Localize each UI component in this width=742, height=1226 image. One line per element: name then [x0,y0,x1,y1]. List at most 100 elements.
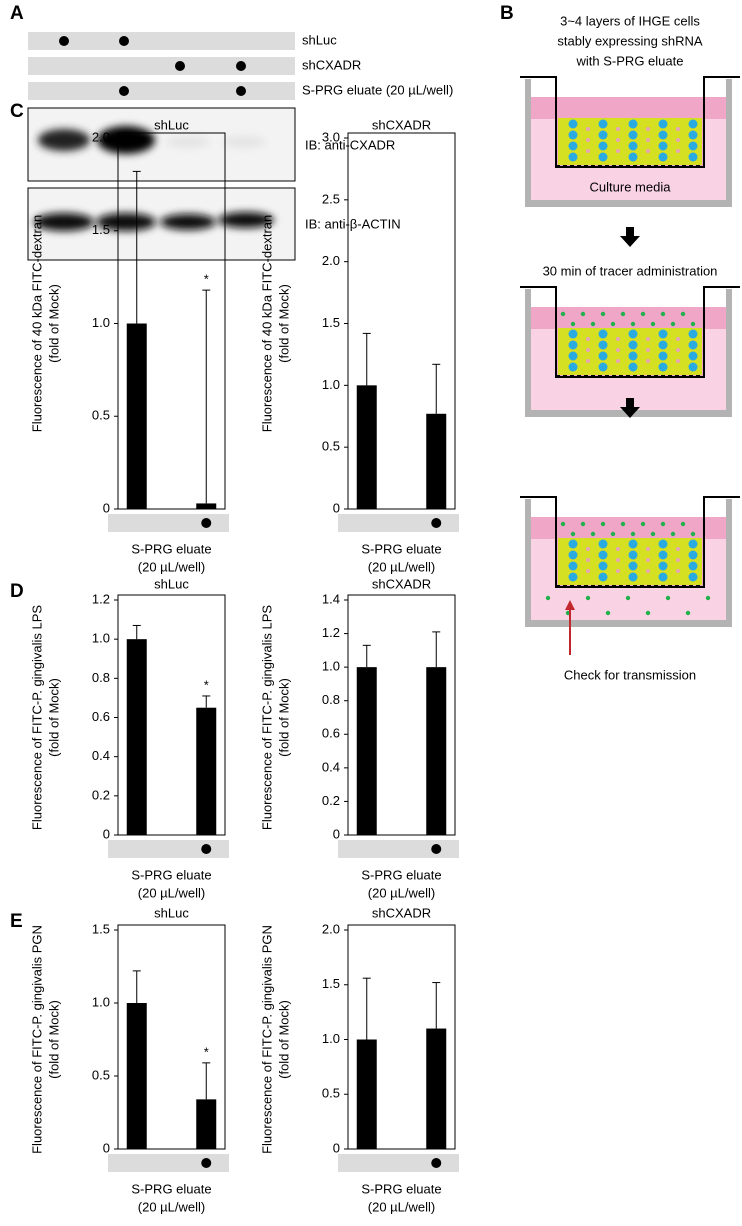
cell [688,152,698,162]
well-wall [726,289,732,417]
treatment-dot [201,518,212,528]
cell [568,561,578,571]
tracer [650,531,656,537]
cell [568,550,578,560]
plot-frame [117,132,226,510]
plot-frame [347,132,456,510]
tracer [605,610,611,616]
cell [688,141,698,151]
cell [568,362,578,372]
chart-title: shCXADR [372,576,431,591]
tracer [560,521,566,527]
treatment-strip [108,514,229,532]
tracer [665,595,671,601]
cell-small [646,547,650,551]
cell-small [676,127,680,131]
well-wall [726,499,732,627]
tracer [590,321,596,327]
cell [568,141,578,151]
tracer [570,321,576,327]
chart-title: shCXADR [372,905,431,920]
treatment-dot [431,518,442,528]
panel-label: E [10,911,23,932]
y-tick-label: 0.5 [322,1086,340,1101]
cell [628,572,638,582]
y-axis-label: (fold of Mock) [46,284,61,363]
cell-small [646,127,650,131]
y-tick-label: 1.0 [322,659,340,674]
cell-small [676,558,680,562]
cell-small [616,348,620,352]
cell-small [586,138,590,142]
tracer [640,521,646,527]
cell-small [586,359,590,363]
tracer [670,531,676,537]
header-line: 3~4 layers of IHGE cells [560,13,700,28]
y-tick-label: 1.5 [322,315,340,330]
cell-small [646,149,650,153]
y-axis-label: (fold of Mock) [276,1000,291,1079]
bar [356,1039,377,1149]
bar [196,1099,217,1149]
result-label: Check for transmission [564,667,696,682]
significance: * [204,272,209,287]
y-tick-label: 0 [333,1140,340,1155]
bar [426,667,447,835]
y-tick-label: 1.5 [92,222,110,237]
tracer [660,311,666,317]
cell [688,130,698,140]
cell [568,119,578,129]
lane-strip [28,32,295,50]
cell [688,329,698,339]
cell-small [676,359,680,363]
band [160,214,216,230]
cell [658,572,668,582]
cell-small [676,337,680,341]
x-axis-label: S-PRG eluate [361,867,441,882]
cell-small [616,337,620,341]
band [218,212,274,228]
plot-frame [117,594,226,836]
cell [568,152,578,162]
y-tick-label: 1.0 [92,315,110,330]
y-axis-label: Fluorescence of FITC-P. gingivalis PGN [259,925,274,1154]
cell [568,130,578,140]
y-tick-label: 0 [103,826,110,841]
lane-dot [119,36,129,46]
cell [658,329,668,339]
tracer [685,610,691,616]
cell [688,572,698,582]
chart-title: shLuc [154,576,189,591]
cell [628,152,638,162]
tracer [630,321,636,327]
cell [598,329,608,339]
panel-label: C [10,101,24,122]
y-tick-label: 1.5 [92,921,110,936]
cell [688,561,698,571]
cell-small [586,337,590,341]
tracer [560,311,566,317]
row-label: S-PRG eluate (20 µL/well) [302,82,453,97]
y-tick-label: 1.4 [322,591,340,606]
lane-dot [119,86,129,96]
treatment-dot [431,844,442,854]
band [96,213,156,231]
blot-label: IB: anti-CXADR [305,137,395,152]
chart-title: shCXADR [372,117,431,132]
cell-small [646,337,650,341]
lane-dot [175,61,185,71]
y-tick-label: 0 [103,500,110,515]
x-axis-label: (20 µL/well) [368,559,435,574]
cell-small [616,569,620,573]
panel-b: Culture media [520,76,740,655]
significance: * [204,1044,209,1059]
cell-small [616,149,620,153]
well-wall [726,79,732,207]
y-tick-label: 0 [333,500,340,515]
cell [688,362,698,372]
cell [628,561,638,571]
panel-label: D [10,581,24,602]
cell [688,539,698,549]
well-wall [525,499,531,627]
